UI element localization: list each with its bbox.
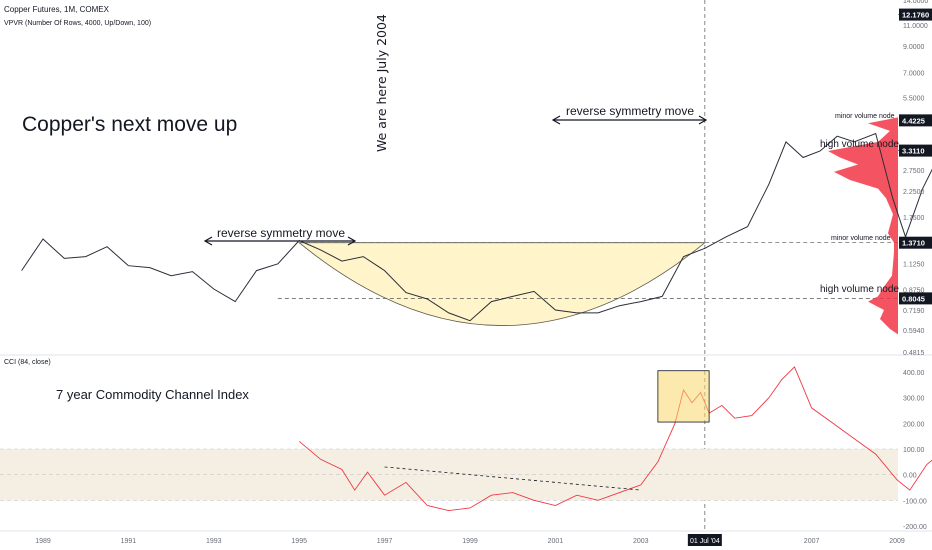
time-tick-label: 1993 [206,538,222,545]
symmetry-arrow-left-head-left [203,236,213,246]
price-tick-label: 7.0000 [903,70,925,77]
symmetry-arrow-right-head-right [698,115,708,125]
price-line [21,132,932,322]
node-label-minor-low: minor volume node [831,235,891,242]
price-tick-label: 2.7500 [903,168,925,175]
time-tick-label: 1997 [377,538,393,545]
cci-tick-label: 0.00 [903,473,917,480]
symmetry-label-left: reverse symmetry move [217,226,345,240]
cci-tick-label: -200.00 [903,524,927,531]
price-label: 12.1760 [902,11,929,20]
reverse-symmetry-bowl-left [298,242,706,326]
price-tick-label: 5.5000 [903,96,925,103]
symbol-title[interactable]: Copper Futures, 1M, COMEX [4,5,110,14]
cci-tick-label: 100.00 [903,447,925,454]
price-tick-label: 9.0000 [903,44,925,51]
symmetry-label-right: reverse symmetry move [566,104,694,118]
price-tick-label: 0.7190 [903,308,925,315]
main-title: Copper's next move up [22,113,237,136]
cci-tick-label: 400.00 [903,370,925,377]
time-tick-label: 2007 [804,538,820,545]
price-label: 4.4225 [902,116,925,125]
price-label-bg [899,236,932,249]
price-label-bg [899,292,932,305]
node-label-minor-top: minor volume node [835,113,895,120]
symmetry-arrow-left-head-right [347,236,357,246]
cci-pane [0,366,932,512]
cci-highlight-2004 [657,370,710,423]
price-tick-label: 1.7500 [903,215,925,222]
cci-title: 7 year Commodity Channel Index [56,387,249,402]
time-tick-label: 1991 [121,538,137,545]
price-label: 1.3710 [902,239,925,248]
time-label-bg [687,534,722,546]
price-label-bg [899,144,932,157]
time-tick-label: 2009 [889,538,905,545]
price-pane [21,14,932,335]
cci-tick-label: 200.00 [903,421,925,428]
chart-background [0,0,932,532]
price-tick-label: 1.1250 [903,261,925,268]
node-label-high-low: high volume node [820,284,899,295]
price-tick-label: 0.5940 [903,328,925,335]
symmetry-arrow-right-head-left [551,115,561,125]
cci-tick-label: 300.00 [903,396,925,403]
time-tick-label: 1989 [35,538,51,545]
price-label-bg [899,114,932,127]
price-tick-label: 11.0000 [903,23,928,30]
price-tick-label: 0.4815 [903,350,925,357]
price-label: 3.3110 [902,147,925,156]
time-label: 01 Jul '04 [690,538,720,545]
time-tick-label: 1995 [291,538,307,545]
price-tick-label: 0.8750 [903,288,925,295]
time-tick-label: 1999 [462,538,478,545]
cci-trendline [384,466,641,491]
volume-profile [828,117,898,335]
time-tick-label: 2001 [548,538,564,545]
price-tick-label: 14.0000 [903,0,928,5]
cci-line [298,366,932,512]
vertical-note: We are here July 2004 [374,14,389,152]
price-tick-label: 2.2500 [903,189,925,196]
node-label-high-top: high volume node [820,139,899,150]
cci-tick-label: -100.00 [903,498,927,505]
time-tick-label: 2003 [633,538,649,545]
vpvr-legend[interactable]: VPVR (Number Of Rows, 4000, Up/Down, 100… [4,20,151,27]
price-label-bg [899,8,932,21]
cci-legend[interactable]: CCI (84, close) [4,359,51,366]
price-label: 0.8045 [902,294,925,303]
axes: 14.0000 11.0000 9.0000 7.0000 5.5000 2.7500 2.… [35,0,932,546]
